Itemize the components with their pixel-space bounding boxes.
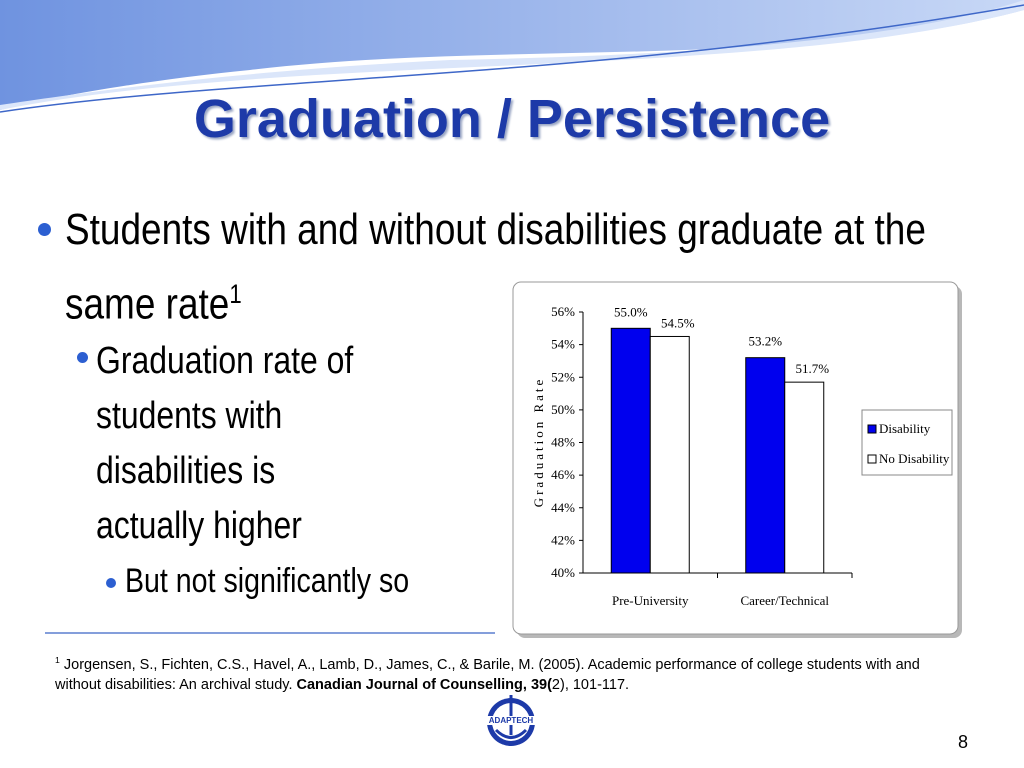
legend-label: Disability [879,421,931,436]
logo-text: ADAPTECH [486,716,536,725]
y-tick-label: 40% [551,565,575,580]
sub-bullet: Graduation rate of students with disabil… [96,334,416,554]
sub-sub-bullet-text: But not significantly so [125,562,410,600]
y-axis-label: Graduation Rate [531,377,546,508]
legend-swatch [867,454,877,464]
footnote-text: Jorgensen, S., Fichten, C.S., Havel, A.,… [55,656,920,693]
x-tick-label: Pre-University [612,593,689,608]
y-tick-label: 42% [551,532,575,547]
y-tick-label: 44% [551,500,575,515]
bar [784,381,825,574]
sub-sub-bullet: But not significantly so [125,562,463,601]
footnote-rest: 2), 101-117. [551,676,630,693]
y-tick-label: 46% [551,467,575,482]
bar [745,357,786,574]
y-tick-label: 50% [551,402,575,417]
legend-label: No Disability [879,451,950,466]
bullet-sup: 1 [229,279,242,309]
bar [649,335,690,574]
bullet-dot [106,578,116,588]
slide-title: Graduation / Persistence [193,89,831,149]
y-tick-label: 54% [551,337,575,352]
y-tick-label: 56% [551,304,575,319]
y-tick-label: 48% [551,435,575,450]
bullet-text: Students with and without disabilities g… [65,205,926,329]
y-tick-label: 52% [551,369,575,384]
legend-box [861,409,953,476]
bullet-dot [38,223,51,236]
bullet-dot [77,352,88,363]
wave [0,0,1024,110]
value-label: 53.2% [748,334,782,349]
bullet: Students with and without disabilities g… [65,198,1024,337]
sub-bullet-text: Graduation rate of students with disabil… [96,340,354,547]
bar [610,327,651,574]
value-label: 55.0% [614,304,648,319]
x-tick-label: Career/Technical [740,593,829,608]
footnote-sup: 1 [55,655,60,665]
legend-swatch [867,424,877,434]
footnote: 1 Jorgensen, S., Fichten, C.S., Havel, A… [55,650,955,695]
page-number: 8 [958,732,969,752]
value-label: 51.7% [795,361,829,376]
footnote-journal: Canadian Journal of Counselling, 39( [296,676,552,693]
value-label: 54.5% [661,315,695,330]
wave-line [0,4,1024,113]
